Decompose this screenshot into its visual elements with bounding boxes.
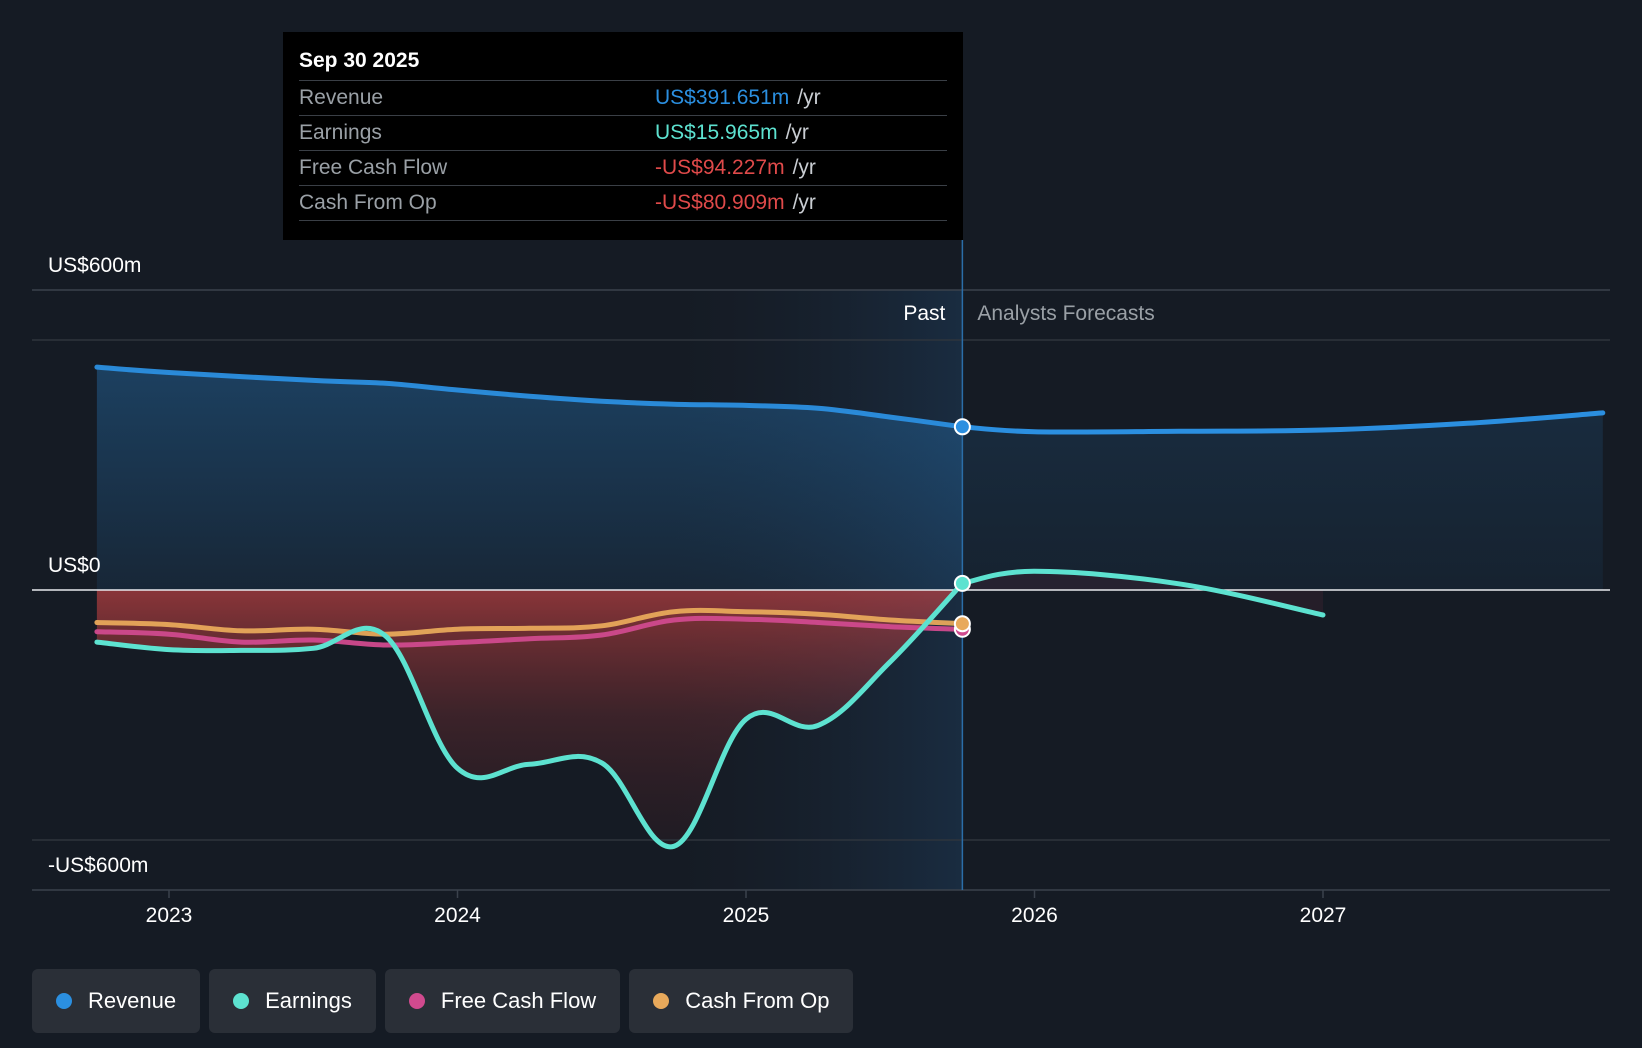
tooltip-value: -US$80.909m [655,191,785,214]
y-tick-label: -US$600m [48,854,148,877]
tooltip-row-earnings: Earnings US$15.965m /yr [299,115,947,150]
tooltip-row-free-cash-flow: Free Cash Flow -US$94.227m /yr [299,150,947,185]
x-tick-label: 2025 [723,904,770,927]
legend-label: Cash From Op [685,988,830,1013]
x-tick-label: 2023 [146,904,193,927]
x-tick-label: 2027 [1300,904,1347,927]
free-cash-flow-line [94,615,965,648]
tooltip-label: Free Cash Flow [299,156,448,179]
tooltip-value: US$391.651m [655,86,790,109]
legend-dot-icon [233,993,250,1009]
earnings-forecast-line [959,568,1326,618]
revenue-line [94,364,965,430]
legend-label: Free Cash Flow [440,988,597,1013]
tooltip-label: Revenue [299,86,384,109]
y-tick-label: US$600m [48,254,141,277]
legend: Revenue Earnings Free Cash Flow Cash Fro… [32,969,854,1033]
legend-item-earnings[interactable]: Earnings [209,969,376,1033]
revenue-area [96,367,963,590]
tooltip-row-cash-from-op: Cash From Op -US$80.909m /yr [299,185,947,221]
legend-label: Revenue [88,988,177,1013]
revenue-marker [953,418,971,436]
tooltip-label: Earnings [299,121,382,144]
legend-item-revenue[interactable]: Revenue [32,969,201,1033]
earnings-forecast-area [962,571,1323,615]
tooltip-value: -US$94.227m [655,156,785,179]
past-label: Past [903,302,945,325]
tooltip-unit: /yr [785,121,809,144]
revenue-forecast-area [962,412,1603,590]
forecast-label: Analysts Forecasts [977,302,1154,325]
x-tick-label: 2026 [1011,904,1058,927]
earnings-marker [953,574,971,592]
x-tick-label: 2024 [434,904,481,927]
tooltip-unit: /yr [792,191,816,214]
tooltip-label: Cash From Op [299,191,437,214]
negative-area [96,583,963,847]
legend-item-cash-from-op[interactable]: Cash From Op [629,969,854,1033]
tooltip-row-revenue: Revenue US$391.651m /yr [299,80,947,115]
legend-label: Earnings [265,988,352,1013]
cash-from-op-marker [953,615,971,633]
legend-dot-icon [408,993,425,1009]
y-tick-label: US$0 [48,554,101,577]
legend-dot-icon [56,993,72,1009]
legend-dot-icon [653,993,670,1009]
legend-item-free-cash-flow[interactable]: Free Cash Flow [384,969,621,1033]
tooltip-date: Sep 30 2025 [299,49,420,72]
tooltip-unit: /yr [792,156,816,179]
revenue-forecast-line [959,410,1606,435]
tooltip-unit: /yr [797,86,821,109]
earnings-line [94,580,965,850]
tooltip: Sep 30 2025 Revenue US$391.651m /yr Earn… [283,32,963,240]
cash-from-op-line [94,607,965,637]
tooltip-value: US$15.965m [655,121,778,144]
